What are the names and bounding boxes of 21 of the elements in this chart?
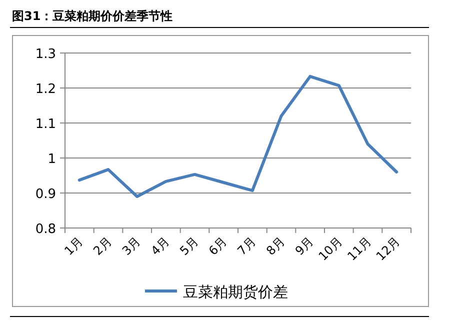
x-tick-label: 1月 <box>62 234 86 258</box>
x-tick-label: 10月 <box>316 234 346 264</box>
x-tick-label: 2月 <box>90 234 114 258</box>
y-tick-label: 1 <box>48 152 56 167</box>
y-tick-label: 1.2 <box>35 82 56 97</box>
y-tick-label: 0.9 <box>35 187 56 202</box>
x-tick-label: 3月 <box>119 234 144 258</box>
x-tick-label: 9月 <box>292 234 316 258</box>
y-tick-label: 1.1 <box>35 117 56 132</box>
y-tick-label: 1.3 <box>35 47 56 62</box>
legend-label: 豆菜粕期货价差 <box>183 283 288 301</box>
x-tick-label: 12月 <box>374 234 403 264</box>
x-tick-label: 4月 <box>148 234 172 258</box>
x-tick-label: 6月 <box>206 234 230 258</box>
x-tick-label: 5月 <box>177 234 201 258</box>
x-tick-label: 11月 <box>344 234 374 264</box>
x-tick-label: 8月 <box>264 234 288 258</box>
x-tick-label: 7月 <box>234 234 259 258</box>
y-tick-label: 0.8 <box>35 222 56 237</box>
chart-title: 图31：豆菜粕期价价差季节性 <box>12 9 173 23</box>
line-series <box>78 74 398 198</box>
